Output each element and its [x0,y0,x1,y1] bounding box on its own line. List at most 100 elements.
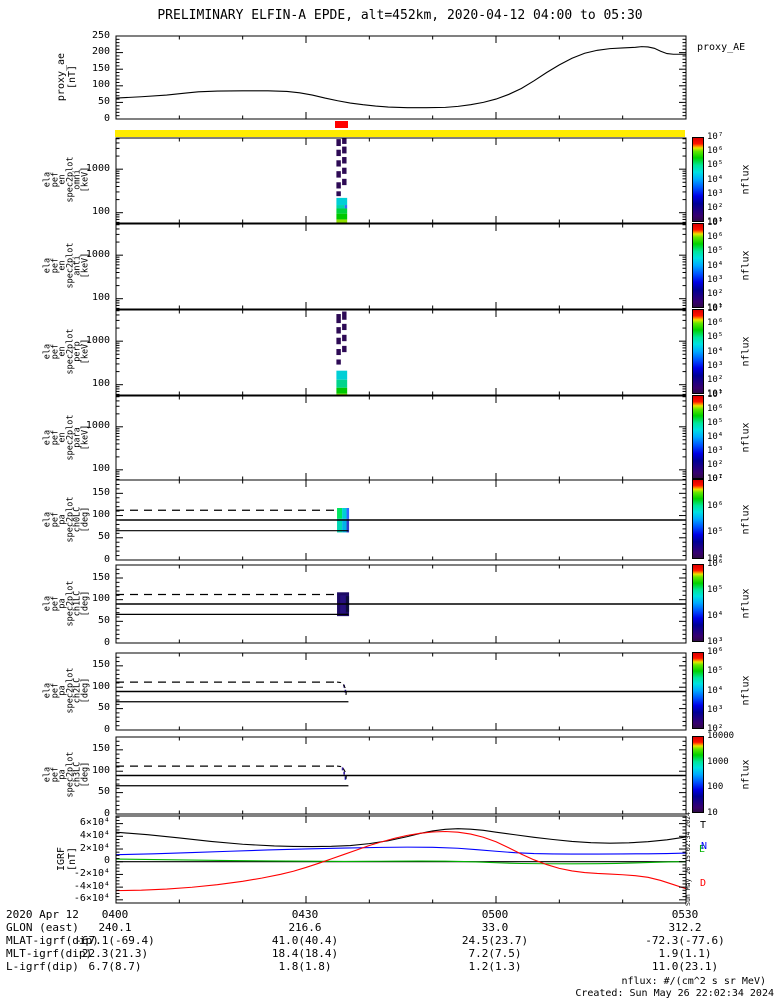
colorbar-label: 10⁶ [707,559,724,569]
colorbar-title-text: nflux [740,587,752,619]
spectro-patch [336,197,348,206]
panel-frame [115,223,687,310]
table-cell: -72.3(-77.6) [645,934,725,947]
panel-frame [115,736,687,815]
colorbar-label: 10² [707,724,724,734]
axis-label-text: ela pef en spec2plot anti [keV] [42,242,91,289]
survey-mode-bar [115,130,685,137]
ytick-label: 100 [91,378,110,390]
spectro-patch [337,518,343,533]
colorbar-label: 10⁵ [707,332,724,343]
colorbar-omni [692,137,704,222]
spectro-patch [336,314,341,324]
colorbar-title-text: nflux [740,250,752,281]
colorbar-label: 10³ [707,446,724,456]
colorbar-title: nflux [736,652,756,729]
spectro-patch [342,345,347,353]
spectro-patch [342,508,347,519]
panel-frame [115,395,687,481]
colorbar-label: 10⁶ [707,647,724,657]
table-cell: -67.1(-69.4) [75,934,155,947]
panel-frame [115,137,687,224]
colorbar-label: 10⁴ [707,685,724,696]
table-cell: 1.9(1.1) [658,947,712,960]
axis-label-text: ela pef en spec2plot para [keV] [42,413,91,461]
table-cell: 0530 [671,908,699,921]
axis-label-perp: ela pef en spec2plot perp [keV] [34,309,100,394]
colorbar-title-text: nflux [740,421,752,453]
table-cell: 18.4(18.4) [271,947,339,960]
colorbar-label: 10⁷ [707,218,724,228]
colorbar-label: 10³ [707,360,724,371]
spectro-patch [346,518,350,533]
colorbar-label: 10⁷ [707,132,724,142]
panel-frame [115,652,687,731]
spectro-patch [336,205,345,209]
colorbar-label: 10¹ [707,389,724,399]
ytick-label: 2×10⁴ [79,842,110,854]
created-timestamp: Created: Sun May 26 22:02:34 2024 [575,988,774,999]
spectro-patch [342,167,347,174]
colorbar-label: 10³ [707,188,724,199]
axis-label-omni: ela pef en spec2plot omni [keV] [34,137,100,222]
colorbar-label: 10⁵ [707,160,724,171]
colorbar-label: 10¹ [707,303,724,313]
colorbar-label: 10⁵ [707,585,724,595]
colorbar-label: 10⁶ [707,146,724,157]
spectro-patch [336,359,341,365]
ytick-label: 150 [91,486,110,498]
axis-label-ch1lc: ela pef pa spec2plot ch1LC [deg] [34,564,100,642]
colorbar-ch2lc [692,652,704,729]
panel-ch3lc [115,736,687,815]
colorbar-ch3lc [692,736,704,813]
table-cell: 0400 [101,908,129,921]
ytick-label: 50 [97,531,110,543]
spectro-patch [336,379,348,388]
colorbar-label: 10⁴ [707,346,724,357]
spectro-patch [336,182,341,189]
ytick-label: 1000 [85,334,110,346]
axis-label-text: proxy_ae [nT] [55,52,78,101]
colorbar-label: 10⁷ [707,304,724,314]
axis-label-ch0lc: ela pef pa spec2plot ch0LC [deg] [34,479,100,559]
spectro-patch [336,370,348,380]
colorbar-label: 10⁷ [707,474,724,484]
colorbar-label: 10² [707,374,724,385]
axis-label-text: ela pef pa spec2plot ch3LC [deg] [42,751,91,798]
table-cell: 240.1 [98,921,132,934]
spectro-patch [336,149,341,157]
table-row-label: 2020 Apr 12 [6,908,79,921]
spectro-patch [336,219,348,223]
colorbar-label: 10⁴ [707,554,724,564]
spectro-patch [336,191,341,197]
series-E [115,858,687,865]
spectro-patch [341,767,344,771]
colorbar-title-text: nflux [740,759,752,790]
ytick-label: 100 [91,680,110,692]
colorbar-label: 10² [707,202,724,213]
axis-label-anti: ela pef en spec2plot anti [keV] [34,223,100,308]
ytick-label: 100 [91,292,110,304]
spectro-patch [337,508,343,519]
ytick-label: 0 [103,807,110,819]
colorbar-label: 10¹ [707,217,724,227]
spectro-patch [342,178,347,186]
panel-frame [115,309,687,396]
colorbar-label: 1000 [707,756,729,767]
loss-cone-arc [336,765,347,780]
ytick-label: 1000 [85,420,110,432]
spectro-patch [342,334,347,342]
table-cell: 0500 [481,908,509,921]
spectro-patch [336,337,341,345]
colorbar-label: 10³ [707,637,724,647]
colorbar-label: 10⁵ [707,246,724,257]
ytick-label: 150 [91,62,110,74]
series-N [115,846,687,856]
spectro-patch [336,171,341,178]
legend-proxy_AE: proxy_AE [697,42,746,53]
ytick-label: 200 [91,46,110,58]
table-cell: 22.3(21.3) [81,947,149,960]
colorbar-title: nflux [736,309,756,394]
ytick-label: 100 [91,463,110,475]
